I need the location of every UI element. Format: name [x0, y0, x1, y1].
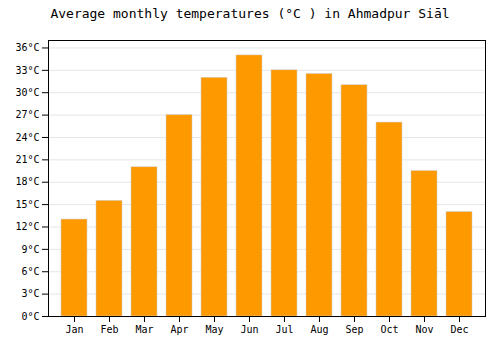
svg-text:21°C: 21°C — [15, 154, 39, 165]
svg-text:Sep: Sep — [345, 324, 363, 335]
svg-text:24°C: 24°C — [15, 132, 39, 143]
svg-text:Mar: Mar — [135, 324, 153, 335]
html-text:Average monthly temperatures (: Average monthly temperatures (°C ) in Ah… — [50, 6, 450, 21]
svg-text:0°C: 0°C — [21, 311, 39, 322]
svg-text:15°C: 15°C — [15, 199, 39, 210]
svg-text:Oct: Oct — [380, 324, 398, 335]
svg-text:Jun: Jun — [240, 324, 258, 335]
svg-text:9°C: 9°C — [21, 244, 39, 255]
svg-text:36°C: 36°C — [15, 42, 39, 53]
svg-text:Feb: Feb — [100, 324, 118, 335]
svg-text:Apr: Apr — [170, 324, 188, 335]
svg-text:Aug: Aug — [310, 324, 328, 335]
svg-text:30°C: 30°C — [15, 87, 39, 98]
svg-text:3°C: 3°C — [21, 288, 39, 299]
svg-text:6°C: 6°C — [21, 266, 39, 277]
svg-text:Jul: Jul — [275, 324, 293, 335]
svg-text:May: May — [205, 324, 223, 335]
svg-text:18°C: 18°C — [15, 176, 39, 187]
svg-text:Dec: Dec — [450, 324, 468, 335]
svg-text:12°C: 12°C — [15, 221, 39, 232]
svg-text:Jan: Jan — [65, 324, 83, 335]
svg-text:27°C: 27°C — [15, 109, 39, 120]
svg-text:Nov: Nov — [415, 324, 433, 335]
svg-text:33°C: 33°C — [15, 65, 39, 76]
